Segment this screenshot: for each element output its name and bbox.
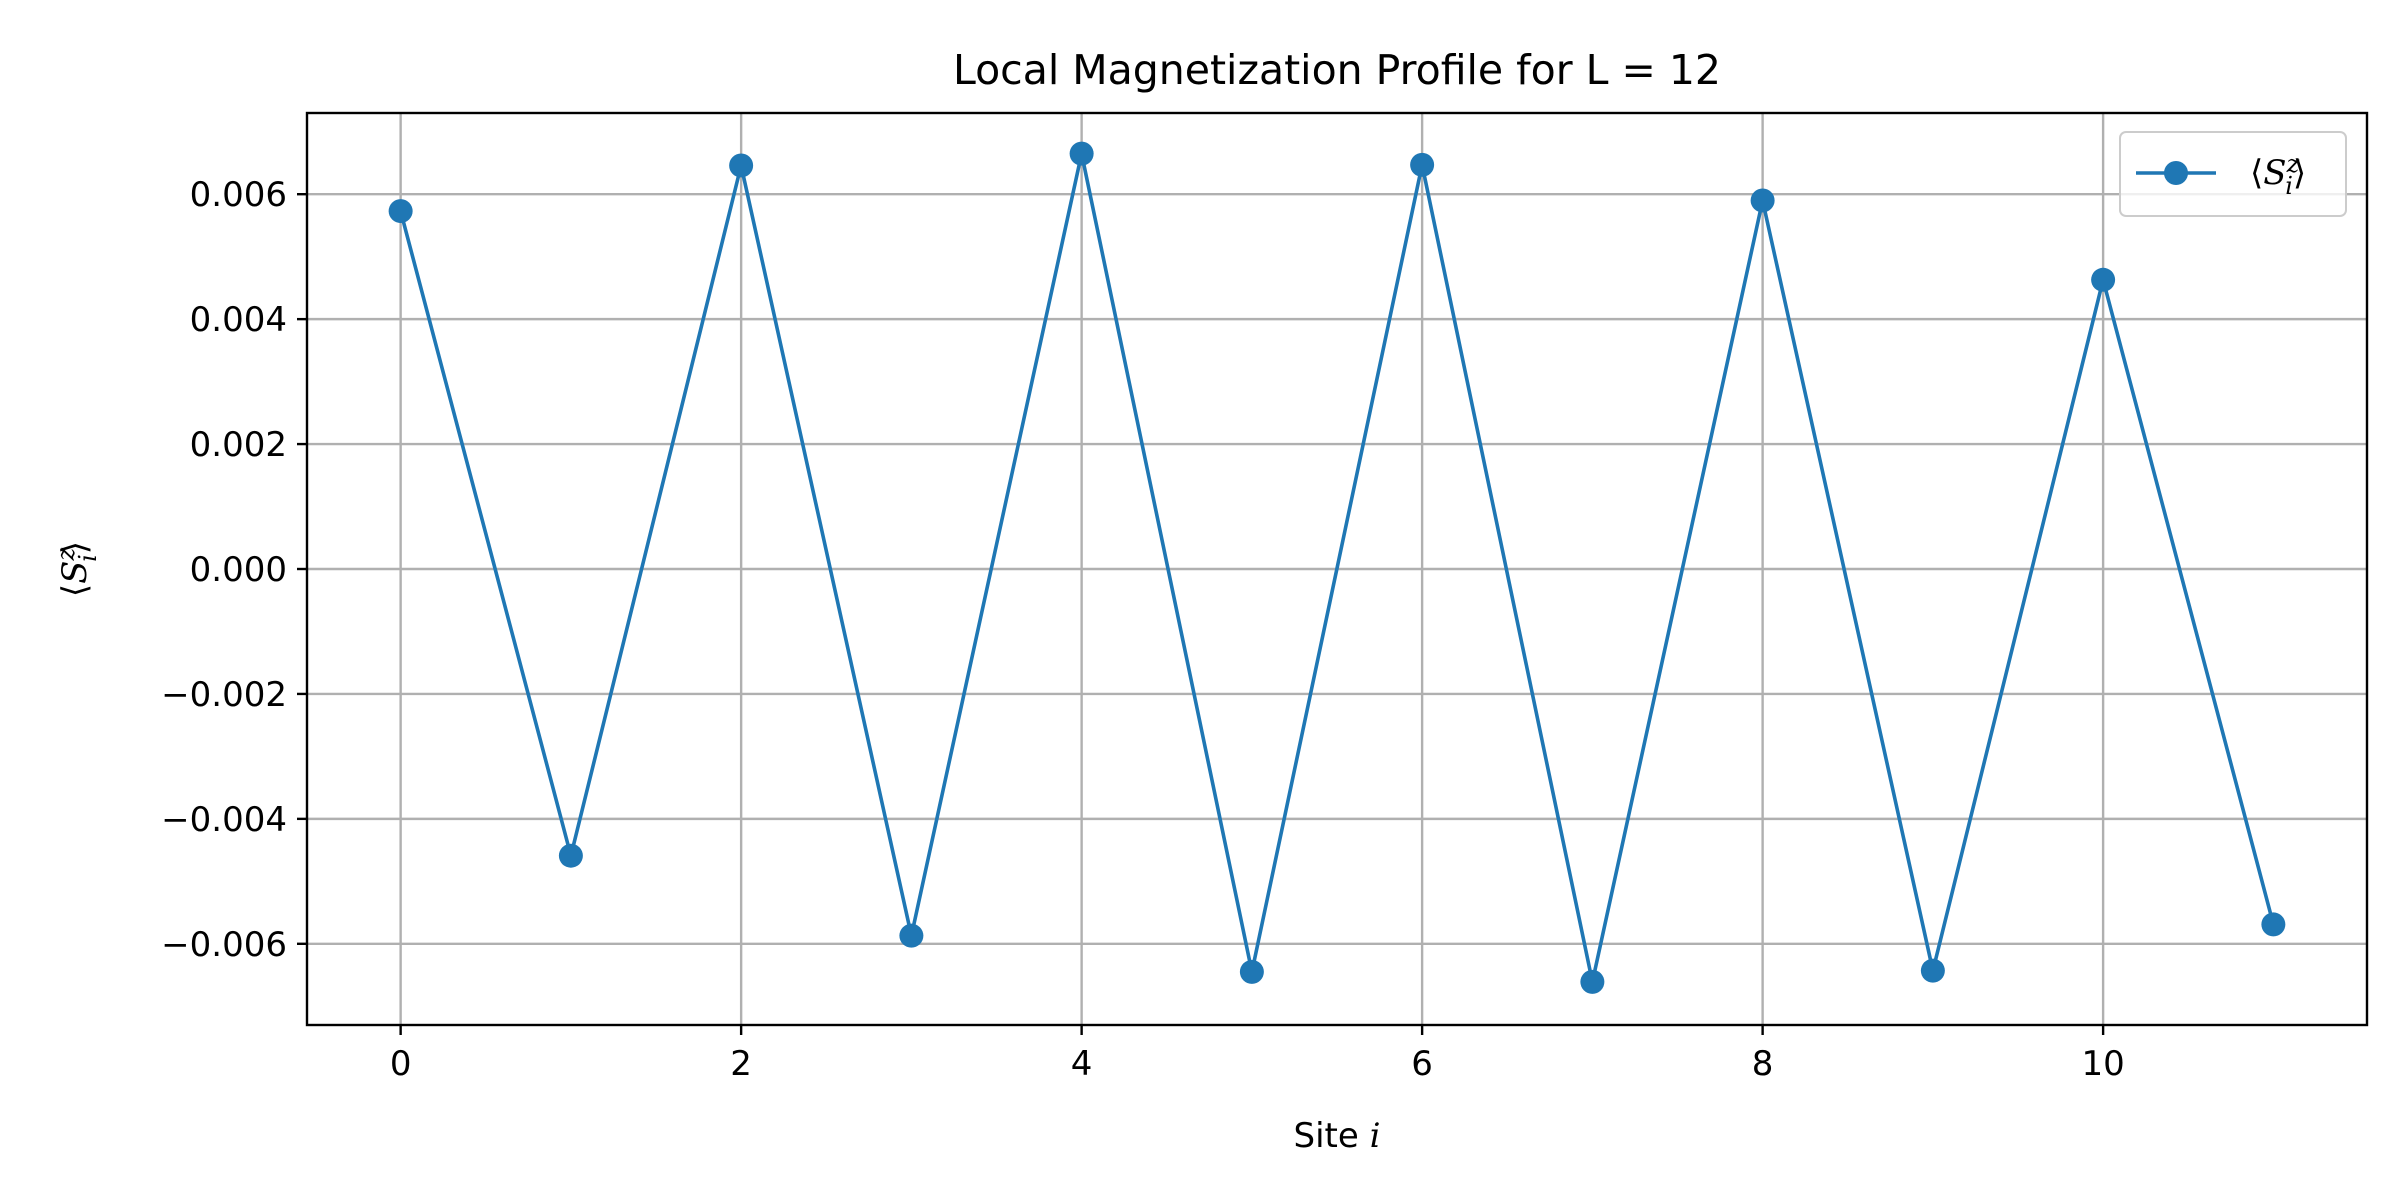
x-tick-label: 0 <box>390 1044 412 1084</box>
data-point <box>729 153 754 178</box>
legend-marker-swatch <box>2164 161 2188 185</box>
y-axis-label-sub: i <box>74 554 102 562</box>
x-tick-label: 8 <box>1752 1044 1774 1084</box>
y-tick-label: −0.004 <box>161 800 287 840</box>
legend-label-close: ⟩ <box>2293 153 2306 193</box>
legend-box <box>2119 131 2347 217</box>
data-point <box>1750 188 1775 213</box>
x-tick-label: 10 <box>2081 1044 2124 1084</box>
x-axis-label: Site i <box>1294 1116 1381 1156</box>
data-point <box>2261 912 2286 937</box>
x-tick-label: 2 <box>730 1044 752 1084</box>
y-tick-label: 0.006 <box>190 175 287 215</box>
y-axis-label: ⟨Szi⟩ <box>52 541 102 597</box>
x-tick-label: 6 <box>1411 1044 1433 1084</box>
chart-title: Local Magnetization Profile for L = 12 <box>953 46 1721 94</box>
legend-label-sup: z <box>2286 150 2300 178</box>
y-axis-label-close: ⟩ <box>55 541 95 554</box>
data-point <box>1239 959 1264 984</box>
data-point <box>2091 267 2116 292</box>
series-group <box>388 141 2286 994</box>
data-point <box>1580 969 1605 994</box>
x-axis-ticks: 0 2 4 6 8 10 <box>390 1025 2125 1084</box>
data-point <box>1410 152 1435 177</box>
y-tick-label: −0.006 <box>161 925 287 965</box>
legend-label-var: S <box>2263 153 2286 193</box>
y-axis-label-sup: z <box>52 548 80 562</box>
data-point <box>388 199 413 224</box>
y-axis-label-var: S <box>55 561 95 584</box>
y-axis-label-open: ⟨ <box>55 584 95 597</box>
series-line <box>398 151 2276 984</box>
data-point <box>1069 141 1094 166</box>
data-point <box>1920 958 1945 983</box>
data-point <box>558 843 583 868</box>
svg-text:⟨Szi⟩: ⟨Szi⟩ <box>52 541 102 597</box>
y-axis-ticks: 0.006 0.004 0.002 0.000 −0.002 −0.004 −0.006 <box>161 175 307 965</box>
legend-label-sub: i <box>2285 172 2293 200</box>
data-point <box>899 923 924 948</box>
y-tick-label: 0.000 <box>190 550 287 590</box>
x-tick-label: 4 <box>1071 1044 1093 1084</box>
y-tick-label: 0.002 <box>190 425 287 465</box>
legend-label: ⟨Sz i⟩ <box>2250 150 2306 200</box>
y-tick-label: 0.004 <box>190 300 287 340</box>
x-axis-label-text: Site <box>1294 1116 1370 1156</box>
x-axis-label-var: i <box>1370 1116 1381 1156</box>
legend: ⟨Sz i⟩ <box>2119 131 2347 217</box>
legend-label-open: ⟨ <box>2250 153 2263 193</box>
y-tick-label: −0.002 <box>161 675 287 715</box>
